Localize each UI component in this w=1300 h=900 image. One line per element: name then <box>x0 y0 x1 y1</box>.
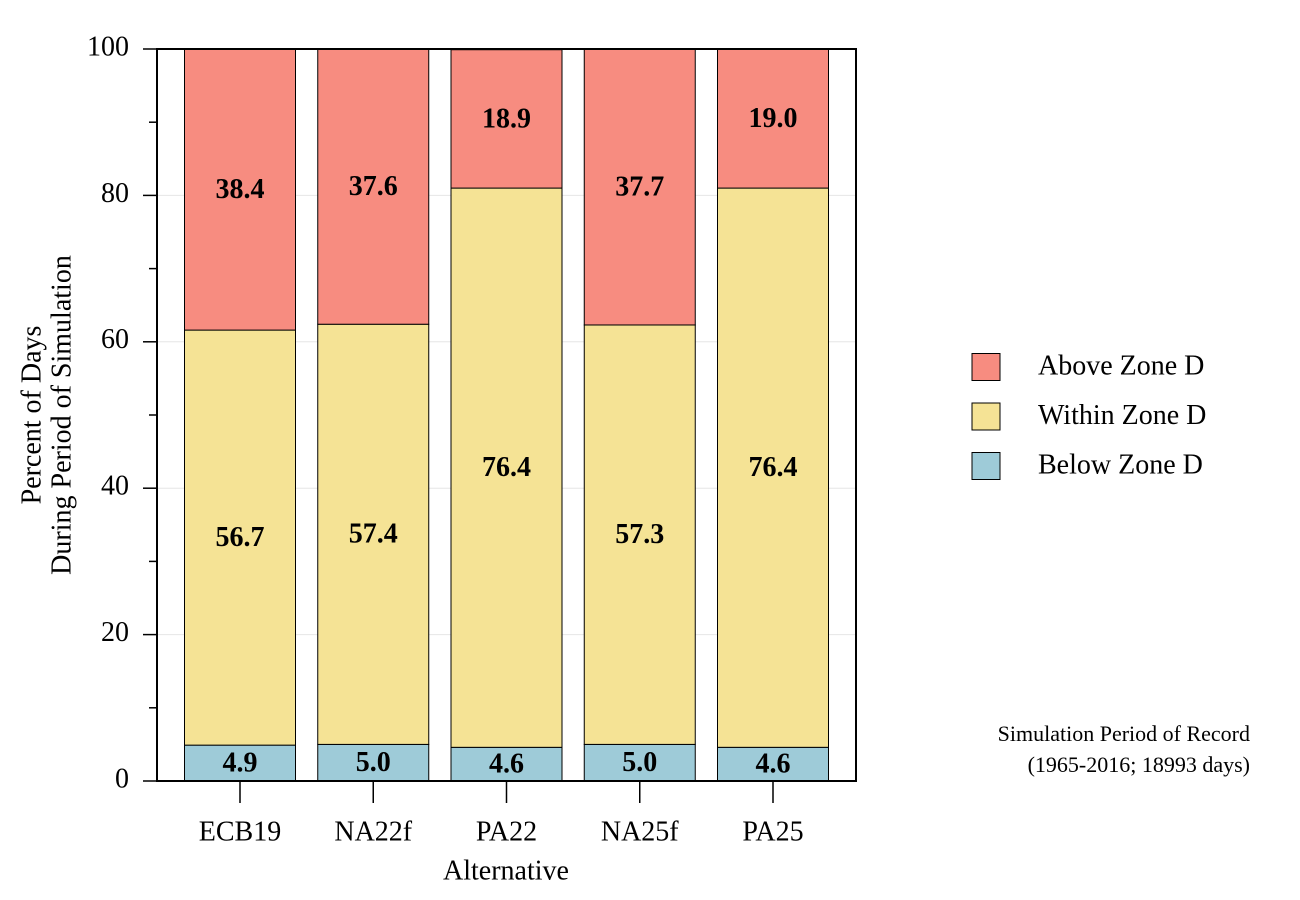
y-tick-label: 100 <box>87 31 129 62</box>
data-label: 56.7 <box>216 522 265 553</box>
bar-segment <box>184 329 296 746</box>
y-tick-label: 40 <box>101 471 129 502</box>
data-label: 4.9 <box>223 747 258 778</box>
annotation: Simulation Period of Record <box>998 721 1250 746</box>
bar-segment <box>583 48 696 326</box>
data-label: 5.0 <box>622 747 657 778</box>
bar-segment <box>317 48 430 325</box>
data-label: 57.4 <box>349 519 398 550</box>
data-label: 18.9 <box>482 103 531 134</box>
y-tick-label: 0 <box>115 763 129 794</box>
data-label: 76.4 <box>482 452 531 483</box>
x-axis-title: Alternative <box>443 855 569 886</box>
bar-segment <box>450 746 563 782</box>
x-tick-label: PA25 <box>742 816 803 847</box>
legend-label: Within Zone D <box>1038 400 1206 431</box>
y-tick-label: 20 <box>101 617 129 648</box>
x-tick-label: NA22f <box>334 816 412 847</box>
data-label: 57.3 <box>615 519 664 550</box>
legend-swatch <box>971 452 1001 480</box>
legend-swatch <box>971 402 1001 431</box>
data-label: 19.0 <box>749 103 798 134</box>
y-tick-label: 60 <box>101 324 129 355</box>
y-tick-label: 80 <box>101 178 129 209</box>
y-axis-title: Percent of Days <box>16 326 47 505</box>
legend-label: Below Zone D <box>1038 449 1203 480</box>
plot-frame <box>156 48 857 782</box>
bar-segment <box>717 48 829 189</box>
x-tick-label: ECB19 <box>199 816 281 847</box>
data-label: 5.0 <box>356 747 391 778</box>
data-label: 76.4 <box>749 452 798 483</box>
y-axis-title: During Period of Simulation <box>46 255 77 575</box>
data-label: 4.6 <box>756 749 791 780</box>
bar-segment <box>717 746 829 782</box>
bar-segment <box>317 743 430 782</box>
bar-segment <box>717 187 829 748</box>
annotation: (1965-2016; 18993 days) <box>1028 752 1250 777</box>
x-tick-label: PA22 <box>476 816 537 847</box>
legend-swatch <box>971 353 1001 381</box>
data-label: 4.6 <box>489 749 524 780</box>
data-label: 37.6 <box>349 171 398 202</box>
bar-segment <box>450 187 563 748</box>
legend-label: Above Zone D <box>1038 350 1204 381</box>
data-label: 38.4 <box>216 174 265 205</box>
x-tick-label: NA25f <box>601 816 679 847</box>
bar-segment <box>450 49 563 189</box>
bar-segment <box>317 323 430 745</box>
data-label: 37.7 <box>615 171 664 202</box>
bar-segment <box>583 324 696 745</box>
